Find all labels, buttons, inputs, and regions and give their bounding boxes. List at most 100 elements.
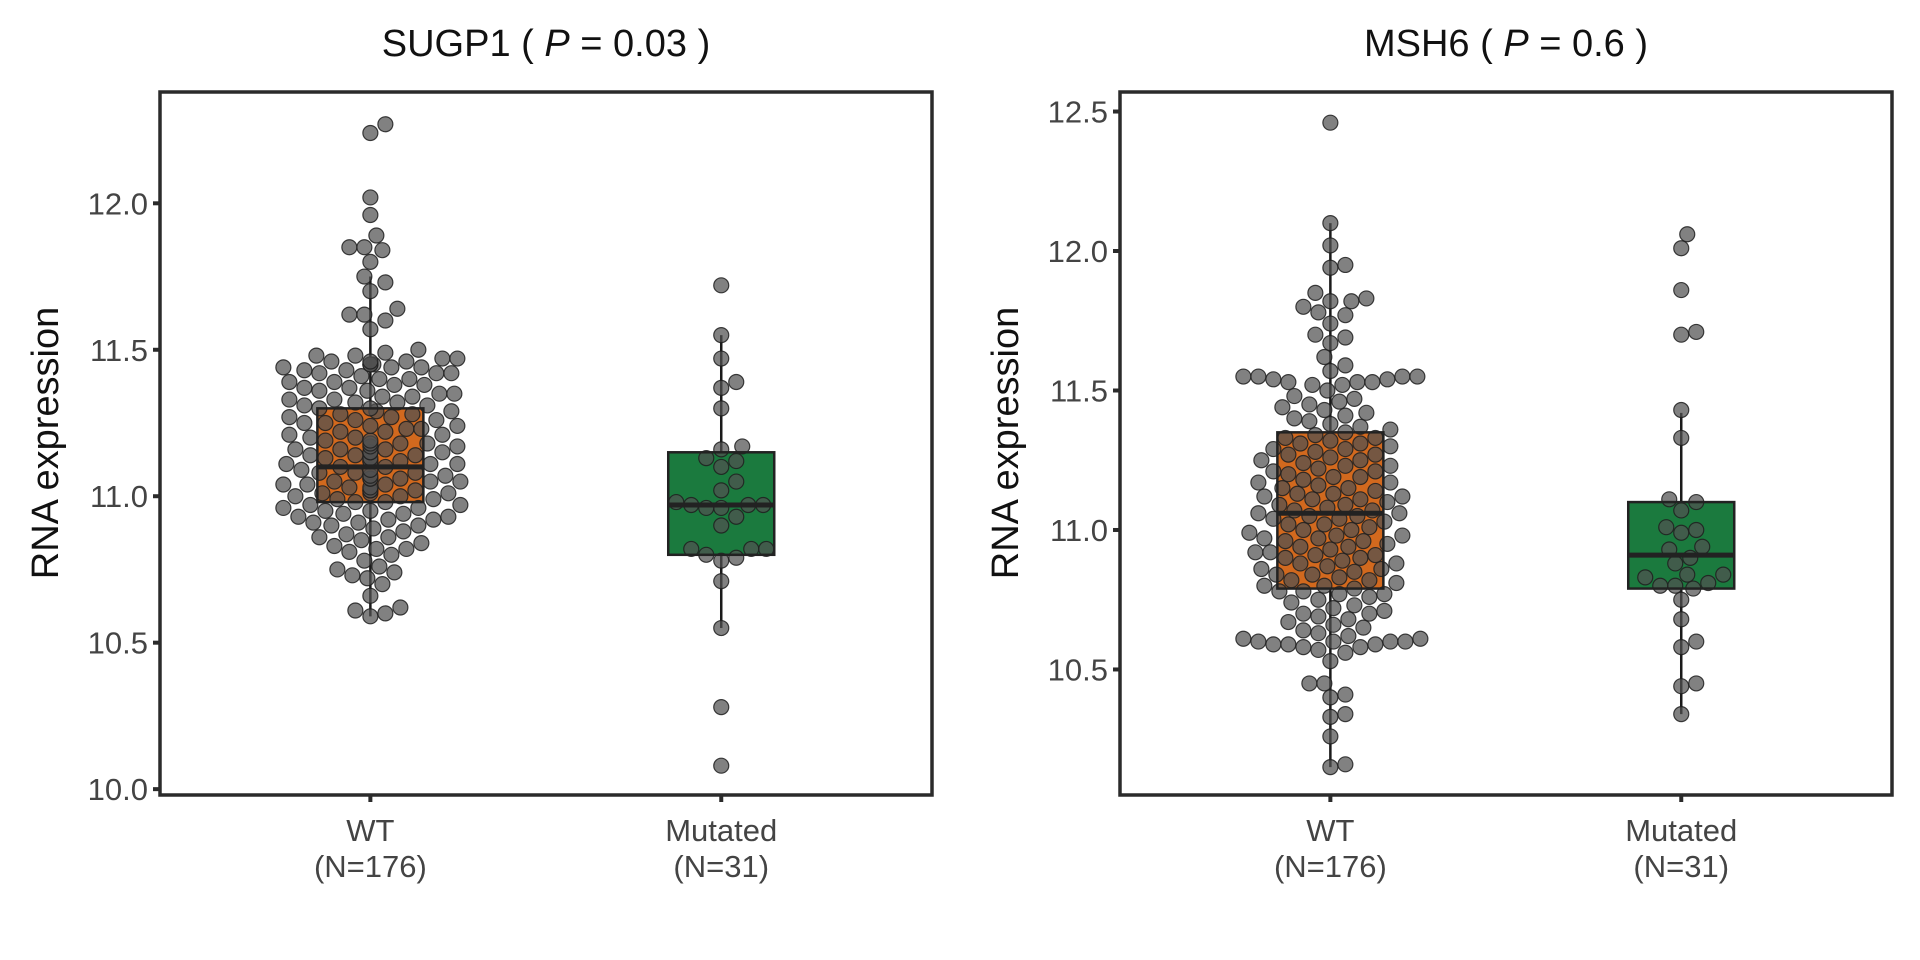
data-point (1337, 357, 1354, 374)
data-point (428, 411, 445, 429)
data-point (362, 587, 379, 604)
data-point (440, 485, 457, 502)
data-point (323, 517, 340, 534)
data-point (317, 450, 334, 467)
data-point (1277, 549, 1294, 566)
data-point (1265, 371, 1282, 388)
data-point (1310, 641, 1327, 659)
data-point (344, 567, 361, 584)
data-point (713, 379, 730, 396)
data-point (1337, 496, 1354, 513)
data-point (1322, 728, 1339, 745)
data-point (1292, 555, 1309, 572)
data-point (1322, 362, 1339, 380)
data-point (1673, 240, 1690, 257)
data-point (1337, 644, 1354, 661)
data-point (1637, 569, 1654, 586)
data-point (713, 441, 730, 458)
data-point (1262, 544, 1279, 561)
data-point (1382, 421, 1399, 438)
data-point (1295, 521, 1312, 539)
data-point (311, 365, 328, 382)
data-point (368, 227, 385, 244)
data-point (1307, 546, 1324, 564)
data-point (449, 438, 466, 455)
data-point (713, 757, 730, 774)
data-point (332, 406, 349, 423)
data-point (362, 353, 379, 370)
x-tick-label: Mutated (665, 813, 777, 848)
data-point (1307, 326, 1324, 343)
data-point (1304, 566, 1321, 583)
data-point (713, 573, 730, 590)
data-point (1673, 401, 1690, 419)
data-point (1301, 413, 1318, 430)
data-point (398, 420, 415, 437)
data-point (1250, 633, 1267, 650)
x-tick-label: WT (1306, 813, 1354, 848)
data-point (317, 414, 334, 432)
data-point (1310, 477, 1327, 494)
data-point (713, 458, 730, 476)
data-point (434, 350, 451, 367)
data-point (347, 411, 364, 429)
data-point (1358, 404, 1375, 421)
data-point (1247, 544, 1264, 561)
y-tick-label: 11.5 (90, 333, 148, 368)
data-point (1373, 560, 1390, 578)
data-point (347, 347, 364, 364)
data-point (728, 452, 745, 470)
data-point (1331, 586, 1348, 603)
data-point (347, 447, 364, 464)
data-point (1331, 393, 1348, 410)
data-point (350, 514, 367, 531)
data-point (1322, 541, 1339, 558)
data-point (281, 409, 298, 426)
data-point (728, 549, 745, 566)
panel-sugp1: SUGP1 ( P = 0.03 ) RNA expression 10.0 10… (25, 23, 934, 884)
data-point (1337, 256, 1354, 274)
panel-title: MSH6 ( P = 0.6 ) (1364, 23, 1648, 65)
data-point (1679, 226, 1696, 243)
data-point (308, 347, 325, 364)
data-point (1295, 605, 1312, 622)
data-point (407, 482, 424, 499)
data-point (434, 444, 451, 461)
box-outline (316, 407, 425, 504)
data-point (281, 391, 298, 408)
data-point (1700, 574, 1717, 592)
data-point (1688, 521, 1705, 539)
data-point (413, 359, 430, 376)
data-point (335, 505, 352, 522)
data-point (302, 429, 319, 446)
data-point (332, 441, 349, 458)
data-point (377, 605, 394, 622)
data-point (1331, 569, 1348, 586)
data-point (1325, 485, 1342, 502)
y-tick-label: 11.0 (1050, 513, 1108, 548)
data-point (428, 365, 445, 382)
data-point (311, 529, 328, 546)
x-tick-sample-size: (N=31) (1633, 849, 1729, 884)
data-point (341, 479, 358, 496)
data-point (452, 473, 469, 490)
data-point (1367, 482, 1384, 500)
data-point (422, 455, 439, 473)
data-point (410, 499, 427, 517)
data-point (326, 373, 343, 391)
data-point (1688, 675, 1705, 692)
data-point (1694, 538, 1711, 555)
data-point (1280, 516, 1297, 533)
data-point (317, 432, 334, 449)
data-point (734, 438, 751, 455)
data-point (1280, 613, 1297, 631)
data-point (425, 491, 442, 508)
data-point (1307, 427, 1324, 444)
data-point (392, 599, 409, 616)
data-point (1346, 597, 1363, 614)
data-point (1250, 505, 1267, 522)
data-point (1241, 524, 1258, 541)
x-tick-sample-size: (N=176) (1274, 849, 1387, 884)
data-point (1295, 622, 1312, 639)
data-point (296, 414, 313, 432)
